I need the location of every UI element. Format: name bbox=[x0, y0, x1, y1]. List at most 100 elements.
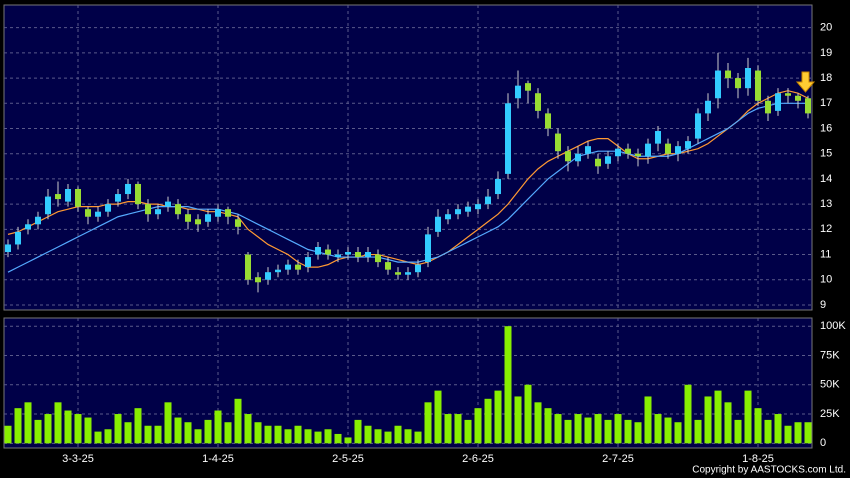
candle-body bbox=[495, 178, 501, 195]
x-tick-label: 2-5-25 bbox=[332, 453, 364, 465]
candle-body bbox=[765, 100, 771, 114]
y-tick-label: 75K bbox=[820, 349, 840, 361]
candle-body bbox=[215, 209, 221, 217]
volume-bar bbox=[444, 414, 452, 444]
volume-bar bbox=[724, 402, 732, 444]
candle-body bbox=[275, 269, 281, 273]
candle-body bbox=[655, 131, 661, 144]
y-tick-label: 14 bbox=[820, 173, 832, 185]
volume-bar bbox=[644, 396, 652, 444]
candle-body bbox=[515, 85, 521, 99]
candle-body bbox=[385, 262, 391, 270]
volume-bar bbox=[254, 422, 262, 444]
candle-body bbox=[705, 100, 711, 114]
volume-bar bbox=[504, 326, 512, 444]
candle-body bbox=[125, 183, 131, 195]
volume-bar bbox=[554, 414, 562, 444]
volume-bar bbox=[414, 431, 422, 444]
price-panel bbox=[3, 4, 813, 311]
candle-body bbox=[35, 216, 41, 225]
candle-body bbox=[445, 214, 451, 220]
y-tick-label: 20 bbox=[820, 22, 832, 34]
volume-bar bbox=[634, 422, 642, 444]
volume-bar bbox=[14, 408, 22, 444]
volume-bar bbox=[584, 417, 592, 444]
candle-body bbox=[605, 156, 611, 164]
candle-body bbox=[755, 70, 761, 101]
volume-bar bbox=[594, 414, 602, 444]
volume-bar bbox=[184, 422, 192, 444]
volume-bar bbox=[654, 414, 662, 444]
candle-body bbox=[135, 183, 141, 205]
candle-body bbox=[455, 209, 461, 215]
volume-bar bbox=[794, 422, 802, 444]
candle-body bbox=[625, 148, 631, 154]
volume-bar bbox=[104, 429, 112, 444]
volume-bar bbox=[434, 390, 442, 444]
volume-bar bbox=[574, 414, 582, 444]
volume-bar bbox=[144, 425, 152, 444]
volume-bar bbox=[64, 410, 72, 444]
volume-bar bbox=[94, 431, 102, 444]
volume-bar bbox=[214, 410, 222, 444]
candle-body bbox=[355, 252, 361, 258]
candle-body bbox=[15, 231, 21, 245]
candle-body bbox=[575, 153, 581, 162]
candle-body bbox=[295, 264, 301, 270]
volume-bar bbox=[774, 414, 782, 444]
candle-body bbox=[65, 189, 71, 202]
volume-bar bbox=[454, 414, 462, 444]
candle-body bbox=[635, 153, 641, 157]
y-tick-label: 15 bbox=[820, 148, 832, 160]
candle-body bbox=[305, 257, 311, 268]
candle-body bbox=[805, 98, 811, 114]
volume-bar bbox=[664, 417, 672, 444]
volume-bar bbox=[694, 419, 702, 444]
volume-bar bbox=[294, 425, 302, 444]
volume-bar bbox=[564, 419, 572, 444]
volume-bar bbox=[764, 419, 772, 444]
y-tick-label: 18 bbox=[820, 72, 832, 84]
candle-body bbox=[25, 224, 31, 230]
candle-body bbox=[245, 254, 251, 280]
candle-body bbox=[115, 194, 121, 202]
candle-body bbox=[85, 209, 91, 217]
volume-bar bbox=[354, 419, 362, 444]
candle-body bbox=[465, 206, 471, 212]
candle-body bbox=[345, 252, 351, 255]
candle-body bbox=[365, 252, 371, 258]
volume-bar bbox=[524, 384, 532, 444]
volume-bar bbox=[4, 425, 12, 444]
volume-bar bbox=[784, 425, 792, 444]
candle-body bbox=[45, 196, 51, 215]
candle-body bbox=[265, 272, 271, 280]
x-tick-label: 1-4-25 bbox=[202, 453, 234, 465]
y-tick-label: 13 bbox=[820, 198, 832, 210]
volume-bar bbox=[164, 402, 172, 444]
volume-bar bbox=[124, 422, 132, 444]
candle-body bbox=[175, 204, 181, 215]
candle-body bbox=[735, 78, 741, 89]
volume-bar bbox=[704, 396, 712, 444]
volume-bar bbox=[174, 417, 182, 444]
volume-bar bbox=[324, 429, 332, 444]
volume-bar bbox=[234, 398, 242, 444]
volume-bar bbox=[744, 390, 752, 444]
volume-bar bbox=[114, 414, 122, 444]
volume-bar bbox=[404, 429, 412, 444]
candle-body bbox=[485, 196, 491, 205]
candle-body bbox=[715, 70, 721, 99]
volume-bar bbox=[364, 425, 372, 444]
y-tick-label: 19 bbox=[820, 47, 832, 59]
candle-body bbox=[145, 204, 151, 215]
volume-bar bbox=[44, 414, 52, 444]
candle-body bbox=[725, 70, 731, 79]
volume-bar bbox=[464, 419, 472, 444]
candle-body bbox=[535, 93, 541, 111]
candle-body bbox=[55, 194, 61, 200]
volume-bar bbox=[754, 408, 762, 444]
x-tick-label: 2-6-25 bbox=[462, 453, 494, 465]
volume-bar bbox=[244, 414, 252, 444]
volume-bar bbox=[374, 429, 382, 444]
